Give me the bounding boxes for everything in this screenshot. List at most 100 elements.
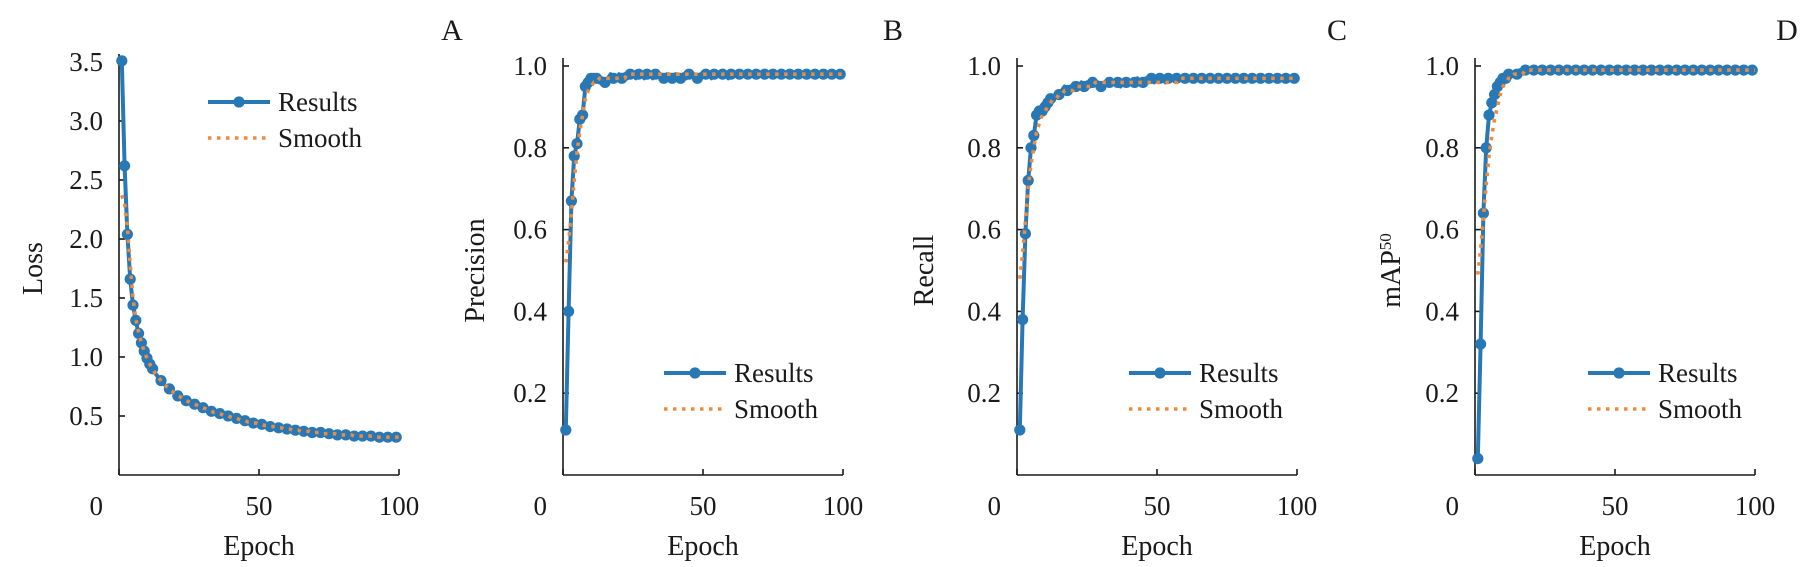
results-point — [1511, 68, 1523, 80]
x-tick-label: 100 — [1735, 491, 1776, 521]
results-point — [133, 327, 145, 339]
legend-results-swatch-marker — [1154, 367, 1166, 379]
results-point — [1137, 76, 1149, 88]
results-point — [1014, 424, 1026, 436]
results-point — [1746, 64, 1758, 76]
results-point — [563, 305, 575, 317]
y-axis-title: mAP50 — [1376, 233, 1408, 308]
x-tick-label: 0 — [534, 491, 548, 521]
y-tick-label: 0.4 — [513, 296, 547, 326]
smooth-line — [1476, 68, 1755, 275]
y-tick-label: 1.0 — [1425, 51, 1459, 81]
results-point — [775, 68, 788, 80]
y-tick-label: 1.0 — [967, 51, 1001, 81]
legend-results-label: Results — [278, 87, 358, 117]
y-tick-label: 3.5 — [69, 47, 103, 77]
legend: Results Smooth — [1129, 358, 1284, 424]
results-point — [1612, 64, 1624, 76]
panel-letter: C — [1327, 14, 1347, 47]
results-point — [1662, 64, 1674, 76]
legend: Results Smooth — [1588, 358, 1743, 424]
legend-smooth-label: Smooth — [1658, 394, 1743, 424]
legend-results-label: Results — [1658, 358, 1738, 388]
y-axis-title: Recall — [909, 235, 940, 307]
results-point — [1288, 72, 1300, 84]
results-point — [1654, 64, 1666, 76]
y-tick-label: 2.5 — [69, 165, 103, 195]
smooth-line — [120, 194, 399, 440]
results-point — [340, 429, 352, 441]
panel-b: 0.2 0.4 0.6 0.8 1.0 0 50 100 Epoch Precision B Resu… — [460, 14, 903, 562]
results-point — [1721, 64, 1733, 76]
results-point — [809, 68, 821, 80]
results-point — [767, 68, 779, 80]
panel-letter: A — [441, 14, 463, 47]
legend-results-swatch-marker — [233, 96, 245, 108]
y-tick-label: 0.6 — [1425, 215, 1459, 245]
y-axis-title-superscript: 50 — [1376, 233, 1395, 250]
results-point — [577, 109, 589, 121]
legend-smooth-label: Smooth — [1199, 394, 1284, 424]
x-tick-label: 100 — [823, 491, 864, 521]
smooth-line — [564, 72, 843, 263]
results-point — [1603, 64, 1615, 76]
results-point — [683, 68, 695, 80]
legend-smooth-label: Smooth — [278, 123, 363, 153]
results-point — [1729, 64, 1741, 76]
results-point — [792, 68, 804, 80]
panel-c: 0.2 0.4 0.6 0.8 1.0 0 50 100 Epoch Recall C Results… — [909, 14, 1347, 562]
x-axis-title: Epoch — [1121, 531, 1193, 562]
results-point — [1255, 72, 1267, 84]
x-tick-label: 50 — [1602, 491, 1629, 521]
results-point — [1637, 64, 1649, 76]
results-point — [1480, 142, 1492, 154]
results-point — [801, 68, 813, 80]
results-point — [1103, 76, 1115, 88]
results-point — [1179, 72, 1191, 84]
results-point — [119, 160, 131, 172]
results-point — [273, 422, 285, 434]
smooth-line — [1018, 76, 1297, 279]
legend: Results Smooth — [664, 358, 819, 424]
y-tick-label: 0.2 — [1425, 378, 1459, 408]
y-tick-label: 1.0 — [69, 342, 103, 372]
results-point — [1528, 64, 1540, 76]
results-point — [1078, 80, 1090, 93]
results-point — [116, 55, 128, 67]
results-markers — [116, 55, 402, 443]
y-tick-label: 1.0 — [513, 51, 547, 81]
results-point — [1120, 76, 1132, 88]
panel-letter: D — [1776, 14, 1798, 47]
results-point — [323, 428, 335, 440]
y-axis-title: Precision — [460, 218, 491, 322]
results-point — [247, 417, 259, 429]
x-tick-label: 0 — [1446, 491, 1460, 521]
results-point — [742, 68, 754, 80]
legend-results-swatch-marker — [689, 367, 701, 379]
results-point — [607, 72, 620, 84]
x-tick-label: 50 — [690, 491, 717, 521]
y-tick-label: 0.2 — [967, 378, 1001, 408]
x-axis-title: Epoch — [1579, 531, 1651, 562]
results-point — [641, 68, 653, 80]
y-tick-label: 0.6 — [967, 215, 1001, 245]
results-point — [1477, 207, 1489, 219]
x-tick-label: 0 — [988, 491, 1002, 521]
results-point — [1536, 64, 1548, 76]
y-tick-label: 1.5 — [69, 283, 103, 313]
y-tick-label: 0.8 — [967, 133, 1001, 163]
y-tick-label: 2.0 — [69, 224, 103, 254]
y-tick-label: 0.8 — [1425, 133, 1459, 163]
results-point — [121, 228, 133, 240]
results-point — [1738, 64, 1750, 76]
y-tick-label: 3.0 — [69, 106, 103, 136]
panel-d: 0.2 0.4 0.6 0.8 1.0 0 50 100 Epoch mAP50 D Results S… — [1376, 14, 1798, 562]
x-axis-title: Epoch — [667, 531, 739, 562]
y-tick-label: 0.6 — [513, 215, 547, 245]
results-point — [1263, 72, 1275, 84]
x-tick-label: 100 — [1277, 491, 1318, 521]
results-point — [633, 68, 645, 80]
results-point — [1246, 72, 1258, 84]
results-point — [1629, 64, 1641, 76]
